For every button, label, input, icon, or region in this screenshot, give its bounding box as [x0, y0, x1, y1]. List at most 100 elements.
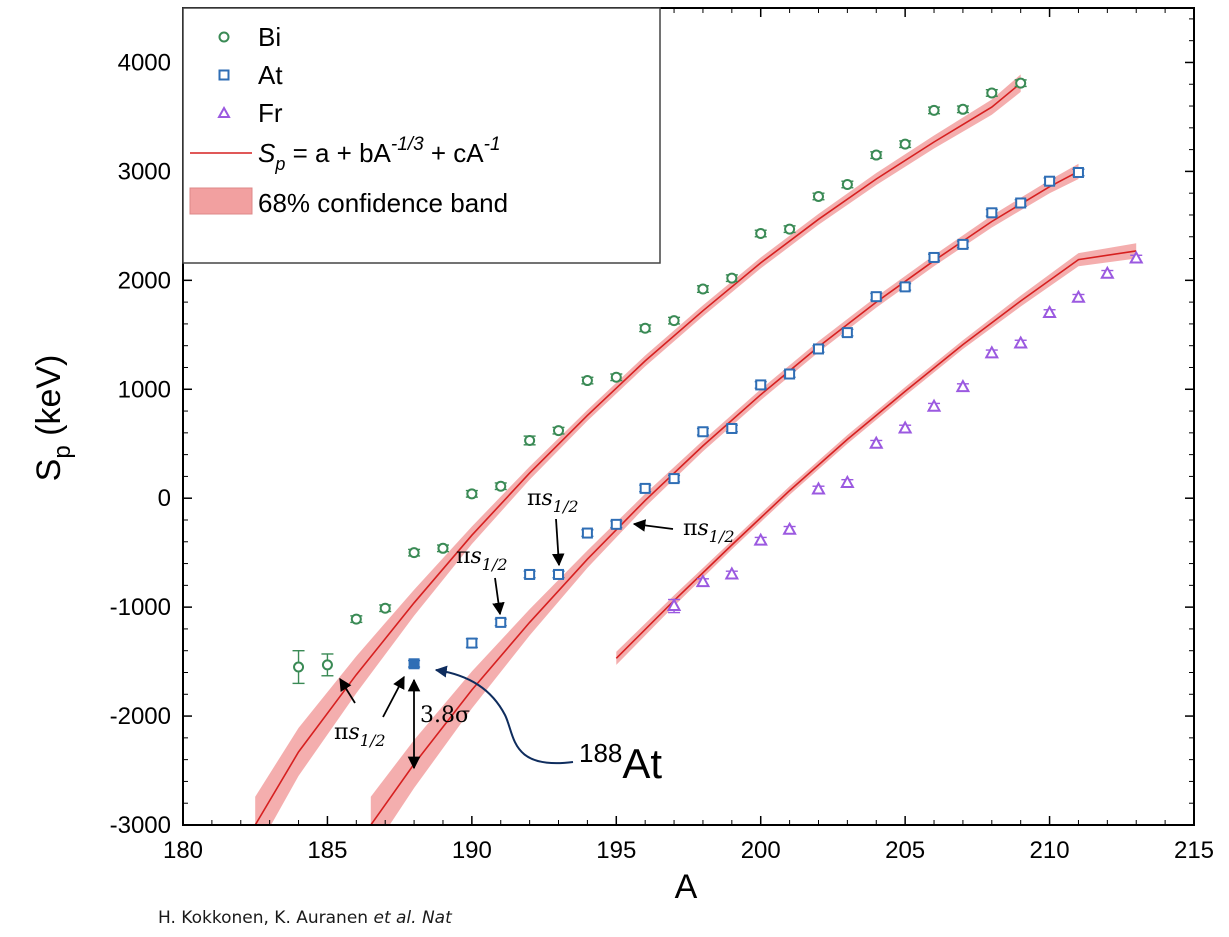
marker-square [466, 637, 478, 649]
marker-circle [581, 375, 593, 387]
x-tick-label: 205 [885, 837, 925, 864]
marker-triangle [869, 435, 884, 449]
data-point-bi [870, 149, 883, 161]
data-point-bi [841, 178, 854, 190]
marker-square [524, 568, 536, 580]
y-tick-label: 1000 [118, 376, 171, 403]
data-point-at [812, 343, 825, 355]
data-point-fr [1042, 304, 1057, 319]
data-point-fr [1129, 250, 1144, 264]
legend-box [182, 7, 661, 264]
y-tick-label: -2000 [110, 703, 171, 730]
svg-text:πs1/2: πs1/2 [527, 486, 579, 516]
legend-entry-at: At [218, 60, 283, 90]
data-point-bi [928, 104, 941, 116]
data-point-bi [552, 425, 565, 437]
legend-fr-label: Fr [258, 98, 283, 128]
fit-curves [254, 82, 1137, 825]
marker-triangle [926, 398, 942, 412]
legend: Bi At Fr Sp = a + bA-1/3 + cA-1 68% conf… [182, 7, 661, 264]
svg-text:πs1/2: πs1/2 [683, 516, 735, 546]
data-point-at [841, 327, 854, 339]
data-point-at [899, 281, 912, 293]
chart: 180 185 190 195 200 205 210 215 -3000 -2000 -1000… [30, 7, 1214, 900]
arrow-pi-s12-195 [632, 519, 674, 532]
data-point-at [928, 251, 941, 263]
marker-circle [784, 223, 796, 235]
marker-triangle [666, 597, 682, 612]
data-point-at [494, 616, 507, 628]
marker-square [899, 281, 911, 293]
svg-text:πs1/2: πs1/2 [456, 544, 508, 574]
legend-entry-bi: Bi [218, 22, 281, 52]
citation-etal: et al. [373, 908, 417, 928]
y-tick-label: -3000 [110, 812, 171, 839]
marker-circle [726, 272, 738, 284]
data-point-bi [494, 480, 507, 492]
data-point-at [1072, 166, 1085, 178]
curved-arrow-188at [434, 665, 574, 765]
data-point-fr [782, 521, 797, 535]
marker-circle [841, 178, 853, 190]
data-point-fr [869, 435, 884, 449]
marker-square [726, 422, 738, 434]
data-point-bi [1014, 77, 1027, 89]
data-point-at [668, 473, 681, 485]
data-point-fr [926, 398, 942, 412]
data-point-at [1014, 197, 1027, 209]
marker-square [495, 616, 507, 628]
data-point-fr [695, 574, 711, 588]
marker-square [784, 368, 796, 380]
data-point-bi [523, 434, 536, 446]
y-tick-label: 3000 [118, 158, 171, 185]
fit-curve-3 [615, 250, 1137, 659]
marker-circle [899, 138, 911, 150]
data-point-at [408, 658, 421, 670]
data-point-at [1043, 175, 1056, 187]
data-point-fr [724, 566, 740, 580]
legend-at-label: At [258, 60, 283, 90]
data-point-bi [408, 547, 421, 559]
marker-square [408, 658, 420, 670]
x-tick-label: 195 [596, 837, 636, 864]
legend-bi-marker [218, 31, 230, 43]
data-point-at [610, 518, 623, 530]
data-point-bi [956, 103, 969, 115]
marker-triangle [724, 566, 740, 580]
isotope-label-188at: 188At [579, 738, 662, 787]
data-point-bi [379, 602, 392, 614]
data-point-bi [350, 613, 363, 625]
marker-triangle [753, 532, 768, 546]
legend-entry-fit: Sp = a + bA-1/3 + cA-1 [190, 134, 501, 174]
plot-frame [182, 7, 1195, 826]
annotation-pi-s12-195: πs1/2 [632, 516, 735, 546]
fit-curve-2 [370, 170, 1079, 825]
marker-circle [524, 434, 536, 446]
data-point-fr [666, 597, 682, 614]
marker-triangle [1013, 335, 1028, 349]
data-point-fr [1071, 289, 1086, 303]
annotation-sigma: 3.8σ [407, 678, 470, 770]
data-point-fr [811, 481, 826, 495]
annotation-pi-s12-191: πs1/2 [456, 544, 508, 616]
marker-circle [553, 425, 565, 437]
data-point-at [552, 568, 565, 580]
annotation-pi-s12-188: πs1/2 [334, 675, 405, 750]
data-point-bi [668, 315, 681, 327]
data-point-bi [985, 87, 998, 99]
x-axis-title: A [675, 868, 698, 900]
y-tick-label: 0 [158, 485, 171, 512]
data-point-bi [465, 488, 478, 500]
data-point-bi [639, 322, 652, 334]
marker-circle [957, 103, 969, 115]
marker-square [610, 518, 622, 530]
data-point-fr [1013, 335, 1028, 349]
data-point-fr [897, 420, 913, 434]
marker-square [928, 251, 940, 263]
data-point-bi [581, 375, 594, 387]
data-point-at [754, 379, 767, 391]
marker-circle [350, 613, 362, 625]
data-point-at [581, 527, 594, 539]
legend-entry-fr: Fr [217, 98, 283, 128]
marker-triangle [897, 420, 913, 434]
